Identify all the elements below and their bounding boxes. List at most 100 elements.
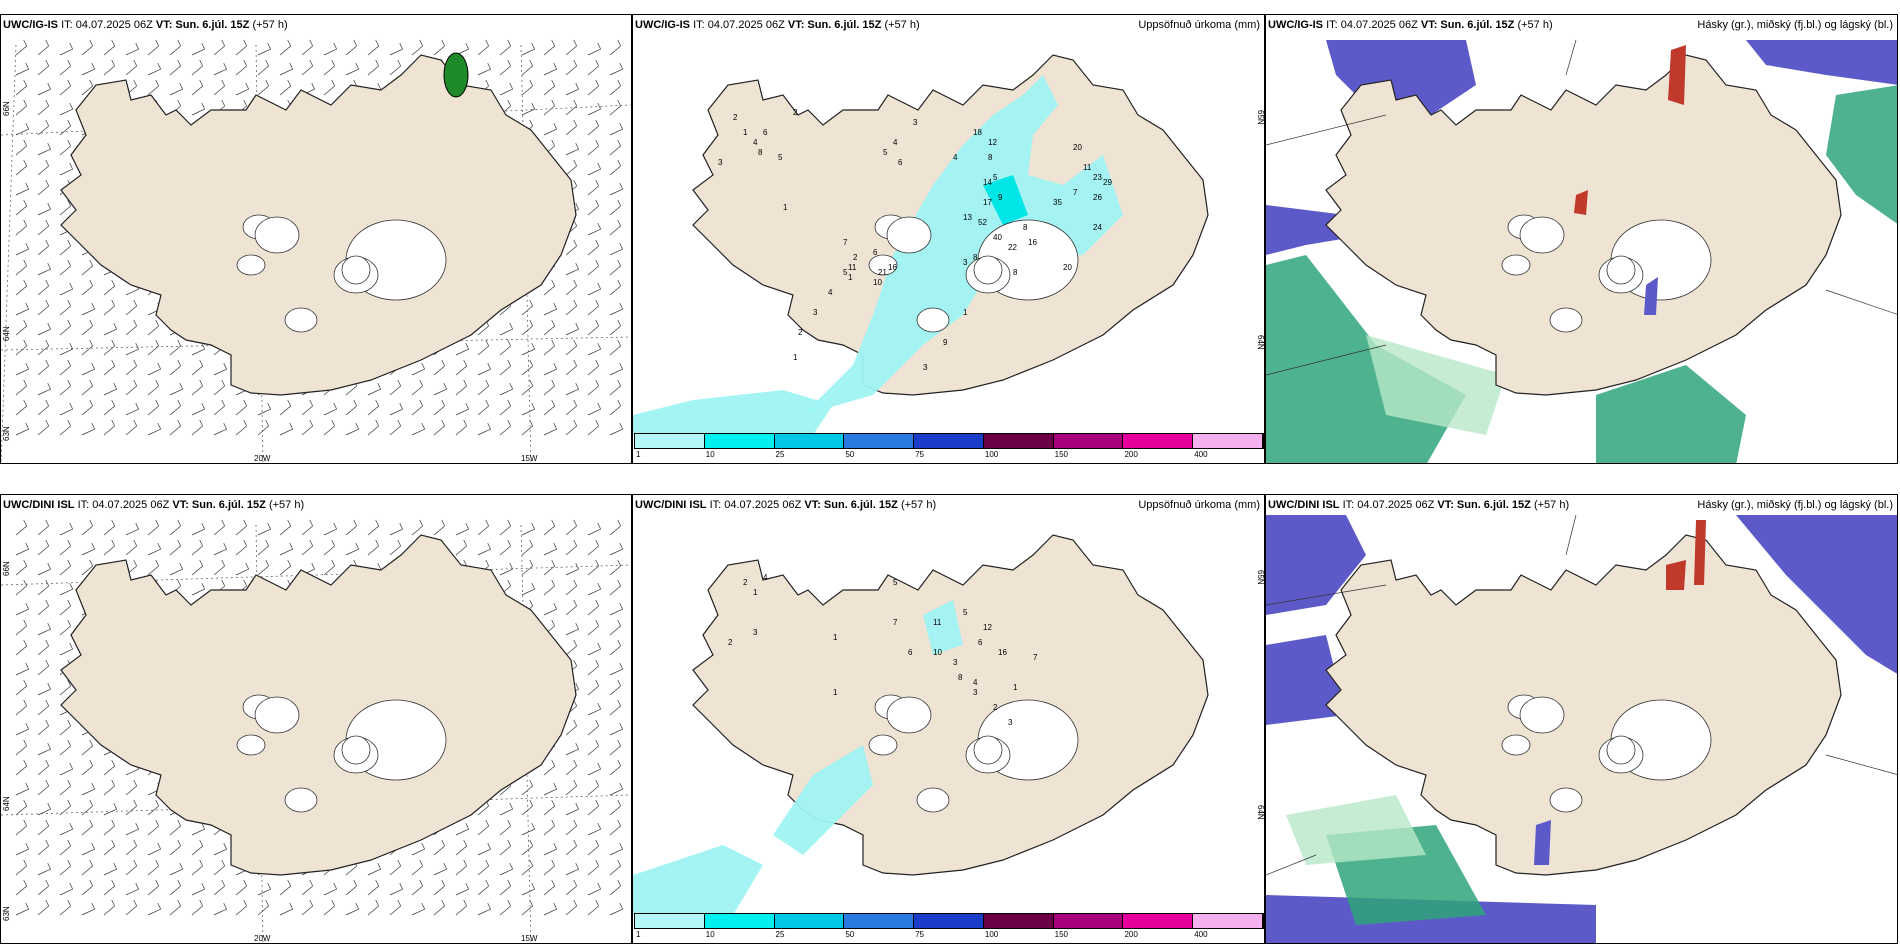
wind-barb bbox=[609, 699, 622, 716]
wind-barb bbox=[543, 542, 558, 556]
precip-value: 24 bbox=[1093, 223, 1102, 232]
wind-barb bbox=[15, 902, 30, 916]
precip-value: 20 bbox=[1073, 143, 1082, 152]
iceland-land bbox=[1325, 54, 1842, 396]
wind-barb bbox=[103, 399, 116, 416]
panel-precip-bottom[interactable]: UWC/DINI ISL IT: 04.07.2025 06Z VT: Sun.… bbox=[632, 494, 1265, 944]
wind-barb bbox=[81, 782, 96, 796]
wind-barb bbox=[609, 242, 624, 256]
glacier bbox=[1606, 735, 1636, 765]
wind-barb bbox=[543, 39, 556, 56]
high-cloud bbox=[1266, 515, 1366, 615]
wind-barb bbox=[37, 659, 50, 676]
wind-barb bbox=[411, 422, 426, 436]
lat-label: 66N bbox=[2, 101, 11, 116]
wind-barb bbox=[213, 39, 226, 56]
wind-barb bbox=[59, 162, 74, 176]
colorbar-label: 10 bbox=[705, 930, 715, 939]
wind-barb bbox=[389, 419, 402, 436]
precip-patch bbox=[443, 52, 469, 98]
wind-barb bbox=[587, 702, 602, 716]
wind-barb bbox=[301, 39, 314, 56]
precip-value: 2 bbox=[743, 578, 748, 587]
wind-barb bbox=[543, 379, 556, 396]
colorbar-label: 50 bbox=[845, 930, 855, 939]
wind-barb bbox=[213, 62, 228, 76]
wind-barb bbox=[257, 522, 272, 536]
wind-barb bbox=[477, 62, 492, 76]
wind-barb bbox=[169, 399, 182, 416]
wind-barb bbox=[499, 899, 512, 916]
wind-barb bbox=[565, 719, 578, 736]
wind-barb bbox=[389, 539, 402, 556]
wind-barb bbox=[59, 119, 72, 136]
glacier bbox=[341, 255, 371, 285]
wind-barb bbox=[213, 422, 228, 436]
wind-barb bbox=[477, 399, 490, 416]
glacier bbox=[868, 254, 898, 276]
model-name: UWC/IG-IS bbox=[1268, 19, 1323, 31]
panel-precip-top[interactable]: UWC/IG-IS IT: 04.07.2025 06Z VT: Sun. 6.… bbox=[632, 14, 1265, 464]
wind-barb bbox=[543, 519, 556, 536]
precip-value: 23 bbox=[1093, 173, 1102, 182]
wind-barb bbox=[257, 79, 270, 96]
wind-barb bbox=[59, 619, 72, 636]
wind-barb bbox=[609, 722, 624, 736]
wind-barb bbox=[521, 839, 534, 856]
wind-barb bbox=[609, 122, 624, 136]
wind-barb bbox=[587, 59, 600, 76]
wind-barb bbox=[499, 519, 512, 536]
wind-barb bbox=[59, 102, 74, 116]
glacier bbox=[1519, 216, 1565, 254]
wind-barb bbox=[565, 779, 578, 796]
wind-barb bbox=[411, 519, 424, 536]
wind-barb bbox=[103, 299, 116, 316]
wind-barb bbox=[37, 562, 52, 576]
wind-barb bbox=[235, 562, 250, 576]
glacier bbox=[1501, 254, 1531, 276]
wind-barb bbox=[323, 899, 336, 916]
wind-barb bbox=[169, 819, 182, 836]
wind-barb bbox=[499, 382, 514, 396]
wind-barb bbox=[15, 782, 30, 796]
wind-barb bbox=[15, 819, 28, 836]
colorbar-segment bbox=[914, 914, 984, 928]
wind-barb bbox=[147, 902, 162, 916]
wind-barb bbox=[191, 859, 204, 876]
precip-value: 13 bbox=[963, 213, 972, 222]
panel-wind-top[interactable]: UWC/IG-IS IT: 04.07.2025 06Z VT: Sun. 6.… bbox=[0, 14, 632, 464]
wind-barb bbox=[81, 79, 94, 96]
wind-barb bbox=[59, 199, 72, 216]
wind-barb bbox=[37, 39, 50, 56]
wind-barb bbox=[125, 419, 138, 436]
wind-barb bbox=[587, 299, 600, 316]
wind-barb bbox=[565, 239, 578, 256]
wind-barb bbox=[169, 39, 182, 56]
panel-wind-bottom[interactable]: UWC/DINI ISL IT: 04.07.2025 06Z VT: Sun.… bbox=[0, 494, 632, 944]
wind-barb bbox=[521, 539, 534, 556]
wind-barb bbox=[81, 399, 94, 416]
lat-label: 63N bbox=[2, 426, 11, 441]
wind-barb bbox=[191, 59, 204, 76]
wind-barb bbox=[455, 342, 470, 356]
precip-value: 1 bbox=[833, 633, 838, 642]
wind-barb bbox=[521, 42, 536, 56]
precip-value: 16 bbox=[998, 648, 1007, 657]
wind-barb bbox=[301, 519, 314, 536]
colorbar-segment bbox=[983, 914, 1054, 928]
panel-cloud-bottom[interactable]: UWC/DINI ISL IT: 04.07.2025 06Z VT: Sun.… bbox=[1265, 494, 1898, 944]
wind-barb bbox=[323, 522, 338, 536]
wind-barb bbox=[81, 759, 94, 776]
precip-value: 7 bbox=[893, 618, 898, 627]
colorbar-segment bbox=[704, 914, 775, 928]
precip-value: 2 bbox=[728, 638, 733, 647]
wind-barb bbox=[15, 219, 28, 236]
wind-barb bbox=[235, 899, 248, 916]
wind-barb bbox=[15, 379, 28, 396]
wind-barb bbox=[279, 879, 292, 896]
panel-cloud-top[interactable]: UWC/IG-IS IT: 04.07.2025 06Z VT: Sun. 6.… bbox=[1265, 14, 1898, 464]
wind-barb bbox=[477, 842, 492, 856]
wind-barb bbox=[15, 159, 28, 176]
colorbar-segment bbox=[635, 914, 705, 928]
